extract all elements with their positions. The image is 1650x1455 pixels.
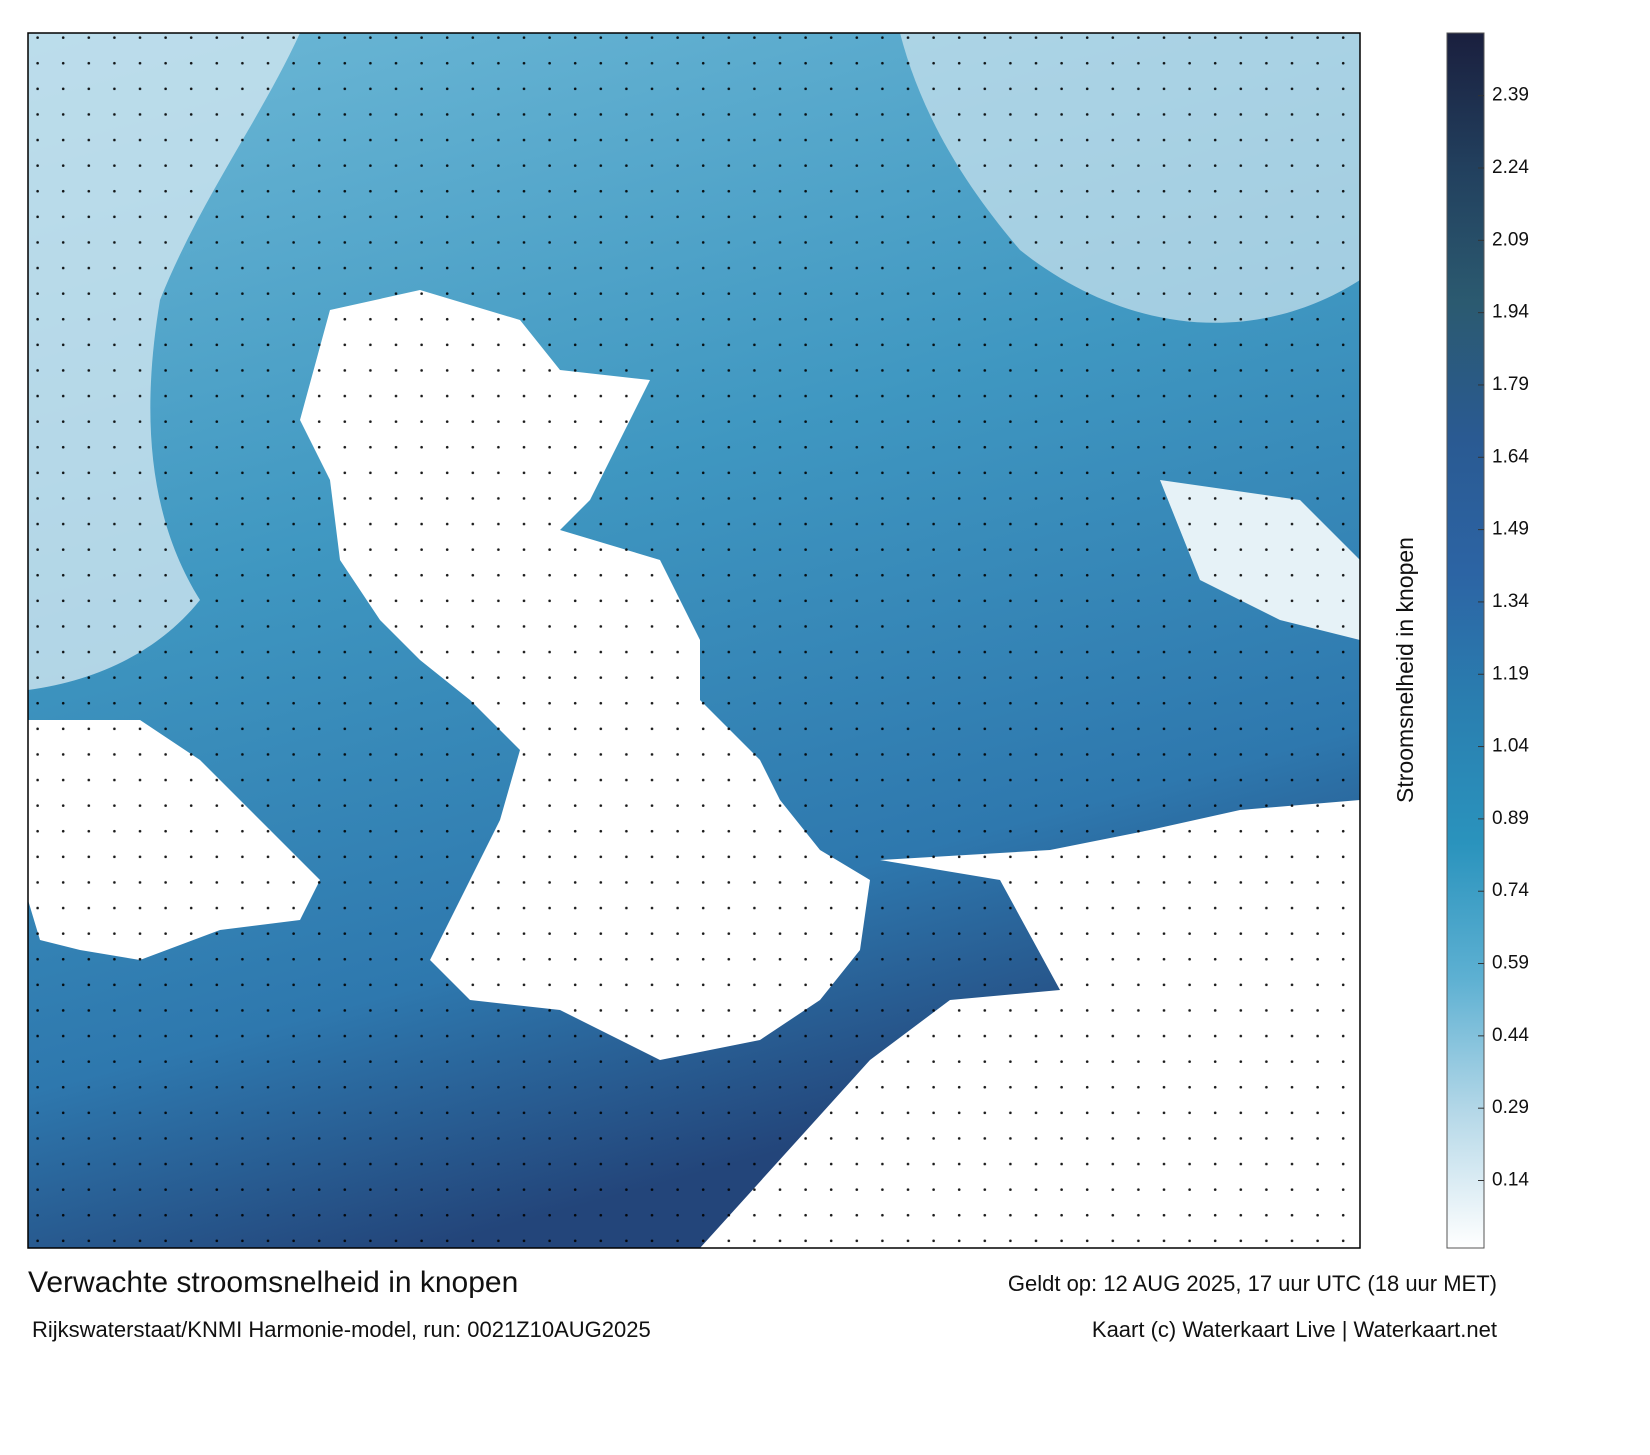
credit: Kaart (c) Waterkaart Live | Waterkaart.n… (1092, 1317, 1497, 1342)
colorbar-tick-label: 2.09 (1492, 229, 1529, 250)
colorbar-tick-label: 1.04 (1492, 736, 1529, 757)
colorbar-tick-label: 0.44 (1492, 1025, 1529, 1046)
colorbar-tick-label: 2.24 (1492, 157, 1529, 178)
map (27, 32, 1361, 1249)
valid-time: Geldt op: 12 AUG 2025, 17 uur UTC (18 uu… (1008, 1271, 1497, 1296)
colorbar-tick-label: 0.14 (1492, 1170, 1529, 1191)
colorbar-tick-label: 0.29 (1492, 1097, 1529, 1118)
colorbar-tick-label: 1.94 (1492, 302, 1529, 323)
colorbar-tick-label: 1.49 (1492, 519, 1529, 540)
map-frame (27, 32, 1361, 1249)
source: Rijkswaterstaat/KNMI Harmonie-model, run… (32, 1317, 651, 1342)
colorbar-tick-label: 1.34 (1492, 591, 1529, 612)
colorbar-tick-label: 2.39 (1492, 85, 1529, 106)
colorbar (1446, 32, 1485, 1249)
colorbar-tick-label: 1.19 (1492, 663, 1529, 684)
colorbar-tick-label: 0.59 (1492, 953, 1529, 974)
colorbar-label: Stroomsnelheid in knopen (1392, 537, 1418, 803)
vector-grid (28, 33, 1360, 1248)
colorbar-tick-label: 1.64 (1492, 446, 1529, 467)
colorbar-tick-label: 1.79 (1492, 374, 1529, 395)
colorbar-tick-label: 0.74 (1492, 880, 1529, 901)
colorbar-tick-label: 0.89 (1492, 808, 1529, 829)
title: Verwachte stroomsnelheid in knopen (28, 1266, 518, 1299)
